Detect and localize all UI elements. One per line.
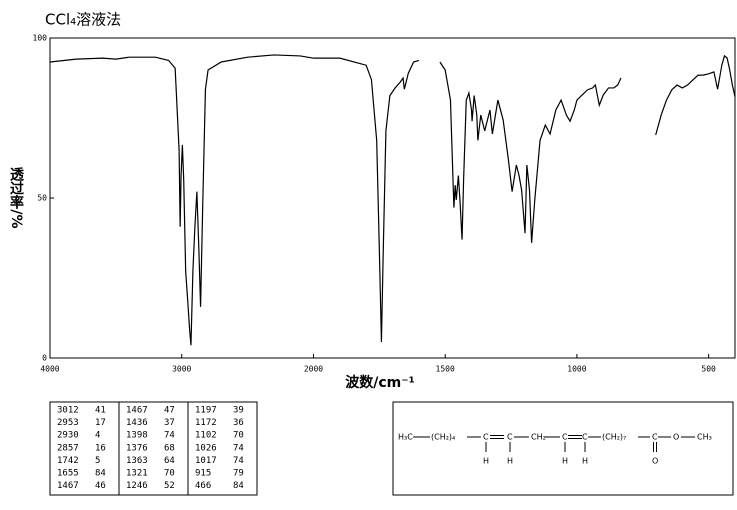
table-cell: 52 xyxy=(164,481,175,491)
table-cell: 84 xyxy=(95,469,106,479)
table-cell: 4 xyxy=(95,431,100,441)
table-cell: 1398 xyxy=(126,431,148,441)
table-cell: 47 xyxy=(164,406,175,416)
structure-group: C xyxy=(507,433,513,442)
structure-hydrogen: H xyxy=(483,457,489,466)
x-tick-label: 3000 xyxy=(172,365,191,374)
structure-group: C xyxy=(652,433,658,442)
table-cell: 79 xyxy=(233,469,244,479)
table-cell: 1655 xyxy=(57,469,79,479)
table-cell: 1467 xyxy=(57,481,79,491)
table-cell: 1436 xyxy=(126,418,148,428)
table-cell: 74 xyxy=(164,431,175,441)
table-cell: 70 xyxy=(233,431,244,441)
table-cell: 70 xyxy=(164,469,175,479)
x-tick-label: 2000 xyxy=(304,365,323,374)
table-cell: 2953 xyxy=(57,418,79,428)
structure-group: C xyxy=(582,433,588,442)
x-tick-label: 500 xyxy=(701,365,716,374)
table-cell: 64 xyxy=(164,456,175,466)
table-cell: 41 xyxy=(95,406,106,416)
table-cell: 68 xyxy=(164,443,175,453)
table-cell: 1376 xyxy=(126,443,148,453)
table-cell: 2930 xyxy=(57,431,79,441)
table-cell: 1467 xyxy=(126,406,148,416)
table-cell: 74 xyxy=(233,443,244,453)
structure-frame xyxy=(392,401,734,496)
structure-group: (CH₂)₄ xyxy=(431,433,455,442)
table-cell: 1742 xyxy=(57,456,79,466)
table-cell: 1026 xyxy=(195,443,217,453)
table-cell: 74 xyxy=(233,456,244,466)
structure-group: (CH₂)₇ xyxy=(602,433,626,442)
x-tick-label: 1000 xyxy=(567,365,586,374)
structure-oxygen: O xyxy=(652,457,658,466)
table-cell: 17 xyxy=(95,418,106,428)
table-cell: 1102 xyxy=(195,431,217,441)
chart-title: CCl₄溶液法 xyxy=(45,11,121,29)
structure-hydrogen: H xyxy=(582,457,588,466)
table-cell: 915 xyxy=(195,469,211,479)
x-tick-label: 4000 xyxy=(40,365,59,374)
table-cell: 2857 xyxy=(57,443,79,453)
structure-hydrogen: H xyxy=(562,457,568,466)
plot-frame xyxy=(49,37,736,359)
table-cell: 3012 xyxy=(57,406,79,416)
y-axis-label: 透过率/% xyxy=(8,167,24,228)
structure-group: CH₂ xyxy=(531,433,546,442)
table-cell: 16 xyxy=(95,443,106,453)
structure-group: CH₃ xyxy=(697,433,712,442)
table-cell: 1321 xyxy=(126,469,148,479)
structure-group: O xyxy=(673,433,679,442)
table-cell: 1197 xyxy=(195,406,217,416)
y-tick-label: 0 xyxy=(42,354,47,363)
table-cell: 5 xyxy=(95,456,100,466)
y-tick-label: 100 xyxy=(33,34,48,43)
table-cell: 1363 xyxy=(126,456,148,466)
table-cell: 84 xyxy=(233,481,244,491)
table-cell: 466 xyxy=(195,481,211,491)
table-cell: 1017 xyxy=(195,456,217,466)
table-cell: 37 xyxy=(164,418,175,428)
spectrum-line xyxy=(49,54,736,346)
x-axis-label: 波数/cm⁻¹ xyxy=(345,374,415,391)
table-cell: 1172 xyxy=(195,418,217,428)
structure-group: C xyxy=(483,433,489,442)
structure-group: C xyxy=(562,433,568,442)
table-cell: 46 xyxy=(95,481,106,491)
table-cell: 1246 xyxy=(126,481,148,491)
y-tick-label: 50 xyxy=(37,194,47,203)
table-cell: 36 xyxy=(233,418,244,428)
structure-hydrogen: H xyxy=(507,457,513,466)
table-frame xyxy=(49,401,258,496)
table-cell: 39 xyxy=(233,406,244,416)
structure-group: H₃C xyxy=(398,433,413,442)
x-tick-label: 1500 xyxy=(436,365,455,374)
